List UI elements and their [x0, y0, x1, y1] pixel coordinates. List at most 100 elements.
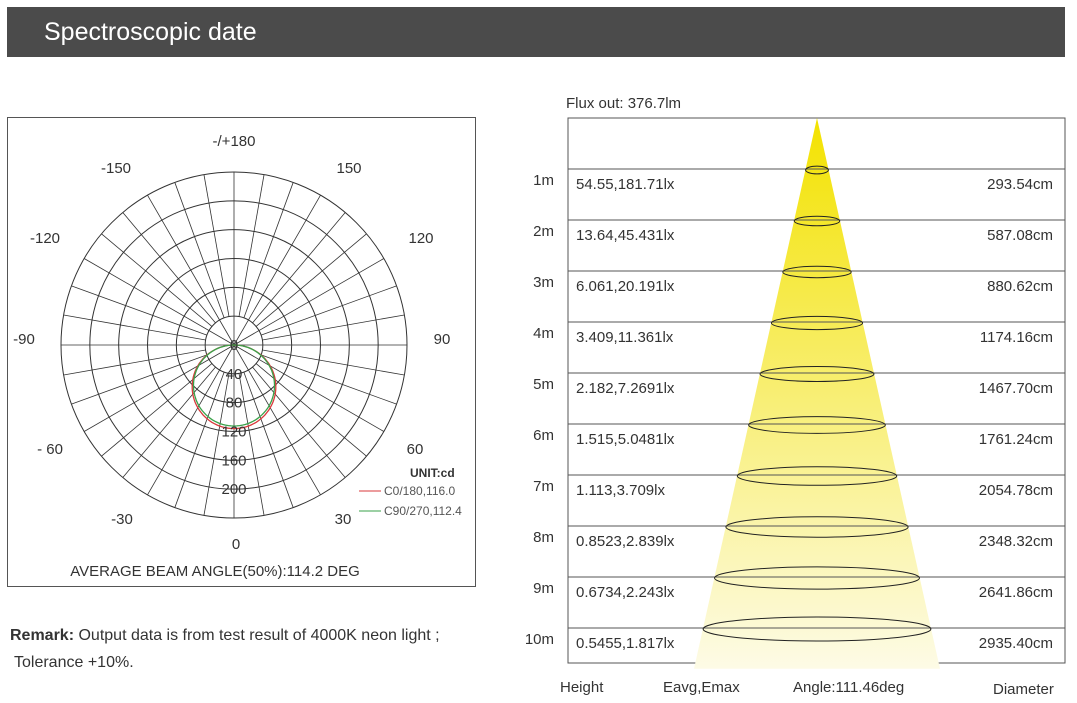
row-height-label: 7m — [533, 478, 554, 495]
row-diameter-value: 1761.24cm — [979, 431, 1053, 448]
polar-spoke — [83, 258, 235, 346]
radial-tick-label: 0 — [230, 337, 238, 354]
row-lux-value: 6.061,20.191lx — [576, 278, 675, 295]
polar-spoke — [243, 182, 294, 319]
row-diameter-value: 2054.78cm — [979, 482, 1053, 499]
polar-spoke — [147, 194, 235, 346]
radial-tick-label: 80 — [226, 395, 243, 412]
angle-label-120: 120 — [408, 230, 433, 247]
column-angle: Angle:111.46deg — [793, 679, 904, 696]
remark-block: Remark: Output data is from test result … — [10, 622, 440, 676]
polar-spoke — [262, 349, 405, 376]
angle-label-90: 90 — [434, 331, 451, 348]
row-lux-value: 3.409,11.361lx — [576, 329, 674, 346]
row-height-label: 4m — [533, 325, 554, 342]
illuminance-cone-chart: Flux out: 376.7lm 1m 54.55,181.71lx 293.54… — [525, 95, 1066, 698]
row-height-label: 3m — [533, 274, 554, 291]
remark-line-1: Remark: Output data is from test result … — [10, 622, 440, 649]
row-diameter-value: 2935.40cm — [979, 635, 1053, 652]
polar-spoke — [174, 182, 225, 319]
radial-tick-label: 120 — [221, 424, 246, 441]
polar-spoke — [71, 285, 208, 336]
polar-spoke — [255, 363, 367, 457]
angle-label-neg150: -150 — [101, 160, 131, 177]
row-diameter-value: 2348.32cm — [979, 533, 1053, 550]
row-height-label: 10m — [525, 631, 554, 648]
polar-spoke — [255, 233, 367, 327]
polar-chart-frame: -/+180 -150 150 -120 120 -90 90 - 60 60 … — [7, 117, 476, 587]
row-diameter-value: 880.62cm — [987, 278, 1053, 295]
cone-ellipse — [736, 466, 898, 486]
polar-spoke — [262, 314, 405, 341]
polar-spoke — [238, 373, 265, 516]
angle-label-180: -/+180 — [213, 133, 256, 150]
polar-spoke — [63, 314, 206, 341]
light-cone — [694, 118, 940, 669]
row-lux-value: 0.5455,1.817lx — [576, 635, 675, 652]
c90-curve — [192, 344, 276, 427]
row-height-label: 6m — [533, 427, 554, 444]
row-height-label: 2m — [533, 223, 554, 240]
cone-ellipse — [805, 165, 829, 175]
polar-curves — [191, 344, 277, 430]
cone-rows: 1m 54.55,181.71lx 293.54cm 2m 13.64,45.431lx… — [525, 165, 1065, 652]
row-diameter-value: 587.08cm — [987, 227, 1053, 244]
polar-spoke — [147, 344, 235, 496]
remark-label: Remark: — [10, 627, 75, 644]
angle-label-60: 60 — [407, 441, 424, 458]
row-lux-value: 54.55,181.71lx — [576, 176, 675, 193]
polar-chart: -/+180 -150 150 -120 120 -90 90 - 60 60 … — [13, 133, 462, 580]
row-lux-value: 2.182,7.2691lx — [576, 380, 675, 397]
polar-spoke — [243, 371, 294, 508]
polar-spoke — [203, 373, 230, 516]
polar-spoke — [174, 371, 225, 508]
polar-spoke — [252, 212, 346, 324]
cone-ellipse — [748, 416, 886, 434]
angle-label-neg60: - 60 — [37, 441, 63, 458]
row-diameter-value: 293.54cm — [987, 176, 1053, 193]
polar-spoke — [252, 366, 346, 478]
cone-ellipse — [725, 516, 909, 538]
c0-curve — [191, 344, 277, 430]
polar-spoke — [233, 344, 385, 432]
cone-ellipse — [782, 265, 852, 279]
column-diameter: Diameter — [993, 681, 1054, 698]
radial-tick-label: 160 — [221, 452, 246, 469]
row-height-label: 9m — [533, 580, 554, 597]
angle-label-30: 30 — [335, 511, 352, 528]
unit-label: UNIT:cd — [410, 466, 455, 480]
polar-spoke — [122, 212, 216, 324]
polar-spoke — [101, 233, 213, 327]
beam-angle-label: AVERAGE BEAM ANGLE(50%):114.2 DEG — [70, 563, 360, 580]
polar-spoke — [233, 194, 321, 346]
column-eavg-emax: Eavg,Emax — [663, 679, 740, 696]
polar-spoke — [238, 174, 265, 317]
remark-line-2: Tolerance +10%. — [14, 654, 134, 671]
polar-spoke — [83, 344, 235, 432]
angle-label-150: 150 — [336, 160, 361, 177]
polar-spoke — [233, 258, 385, 346]
legend-label-c90: C90/270,112.4 — [384, 504, 462, 518]
cone-ellipse — [759, 366, 875, 382]
row-lux-value: 1.113,3.709lx — [576, 482, 665, 499]
row-height-label: 5m — [533, 376, 554, 393]
polar-spoke — [71, 354, 208, 405]
row-lux-value: 0.6734,2.243lx — [576, 584, 675, 601]
remark-text: Output data is from test result of 4000K… — [74, 627, 440, 644]
header-bar: Spectroscopic date — [7, 7, 1065, 57]
page-title: Spectroscopic date — [44, 18, 257, 46]
angle-label-0: 0 — [232, 536, 240, 553]
row-diameter-value: 1174.16cm — [980, 329, 1053, 346]
radial-tick-label: 200 — [221, 481, 246, 498]
row-height-label: 1m — [533, 172, 554, 189]
row-lux-value: 1.515,5.0481lx — [576, 431, 675, 448]
polar-spoke — [203, 174, 230, 317]
radial-labels: 0 40 80 120 160 200 — [221, 337, 246, 498]
radial-tick-label: 40 — [226, 366, 243, 383]
polar-spoke — [260, 285, 397, 336]
cone-ellipse — [702, 616, 932, 642]
polar-spoke — [101, 363, 213, 457]
cone-ellipse — [770, 315, 864, 331]
column-height: Height — [560, 679, 604, 696]
angle-label-neg30: -30 — [111, 511, 133, 528]
